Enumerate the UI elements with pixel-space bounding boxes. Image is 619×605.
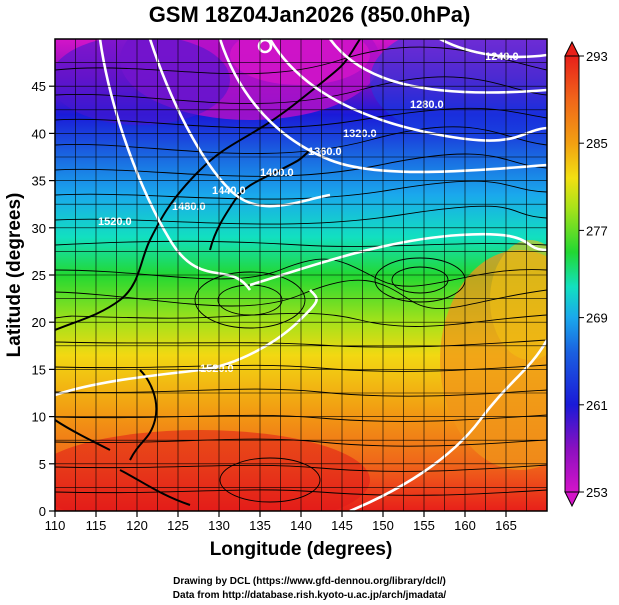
x-tick-label: 135 bbox=[249, 518, 271, 533]
y-tick-label: 40 bbox=[32, 126, 46, 141]
contour-label: 1400.0 bbox=[260, 167, 294, 179]
x-tick-label: 160 bbox=[454, 518, 476, 533]
y-tick-label: 15 bbox=[32, 362, 46, 377]
x-tick-label: 150 bbox=[372, 518, 394, 533]
map-title: GSM 18Z04Jan2026 (850.0hPa) bbox=[148, 2, 471, 27]
x-axis-label: Longitude (degrees) bbox=[210, 539, 393, 560]
contour-label: 1360.0 bbox=[308, 146, 342, 158]
y-tick-label: 5 bbox=[39, 457, 46, 472]
x-tick-label: 140 bbox=[290, 518, 312, 533]
colorbar-tick-label: 285 bbox=[586, 136, 608, 151]
colorbar-bottom-arrow bbox=[564, 491, 580, 508]
colorbar-tick-label: 277 bbox=[586, 223, 608, 238]
grid-lines bbox=[55, 39, 547, 511]
x-tick-label: 165 bbox=[495, 518, 517, 533]
colorbar-scale bbox=[564, 55, 580, 493]
weather-map: 1240.0 1280.0 1320.0 1360.0 1400.0 1440.… bbox=[4, 38, 608, 560]
y-tick-label: 35 bbox=[32, 174, 46, 189]
contour-label: 1520.0 bbox=[200, 363, 234, 375]
x-tick-label: 145 bbox=[331, 518, 353, 533]
y-tick-label: 30 bbox=[32, 221, 46, 236]
y-tick-label: 0 bbox=[39, 504, 46, 519]
y-tick-label: 45 bbox=[32, 79, 46, 94]
x-tick-label: 155 bbox=[413, 518, 435, 533]
x-tick-label: 130 bbox=[208, 518, 230, 533]
colorbar-tick-label: 261 bbox=[586, 398, 608, 413]
colorbar-tick-label: 269 bbox=[586, 311, 608, 326]
contour-label: 1520.0 bbox=[98, 216, 132, 228]
x-tick-label: 110 bbox=[45, 518, 66, 533]
colorbar-tick-label: 293 bbox=[586, 49, 608, 64]
y-tick-label: 25 bbox=[32, 268, 46, 283]
colorbar-top-arrow bbox=[564, 40, 580, 57]
x-axis-ticks: 110 115 120 125 130 135 140 145 150 155 160 165 bbox=[45, 511, 517, 533]
contour-label: 1320.0 bbox=[343, 128, 377, 140]
x-tick-label: 115 bbox=[86, 518, 107, 533]
y-axis-ticks: 0 5 10 15 20 25 30 35 40 45 bbox=[32, 79, 55, 519]
y-axis-label: Latitude (degrees) bbox=[4, 193, 25, 358]
x-tick-label: 125 bbox=[167, 518, 189, 533]
contour-label: 1480.0 bbox=[172, 201, 206, 213]
credit-line-data: Data from http://database.rish.kyoto-u.a… bbox=[172, 590, 447, 601]
contour-label: 1240.0 bbox=[485, 51, 519, 63]
contour-label: 1280.0 bbox=[410, 99, 444, 111]
credit-line-dcl: Drawing by DCL (https://www.gfd-dennou.o… bbox=[173, 576, 446, 587]
contour-lines bbox=[55, 39, 547, 511]
y-tick-label: 20 bbox=[32, 315, 46, 330]
contour-label: 1440.0 bbox=[212, 185, 246, 197]
colorbar: 253 261 269 277 285 293 bbox=[564, 40, 608, 508]
y-tick-label: 10 bbox=[32, 410, 46, 425]
x-tick-label: 120 bbox=[126, 518, 148, 533]
colorbar-tick-label: 253 bbox=[586, 485, 608, 500]
